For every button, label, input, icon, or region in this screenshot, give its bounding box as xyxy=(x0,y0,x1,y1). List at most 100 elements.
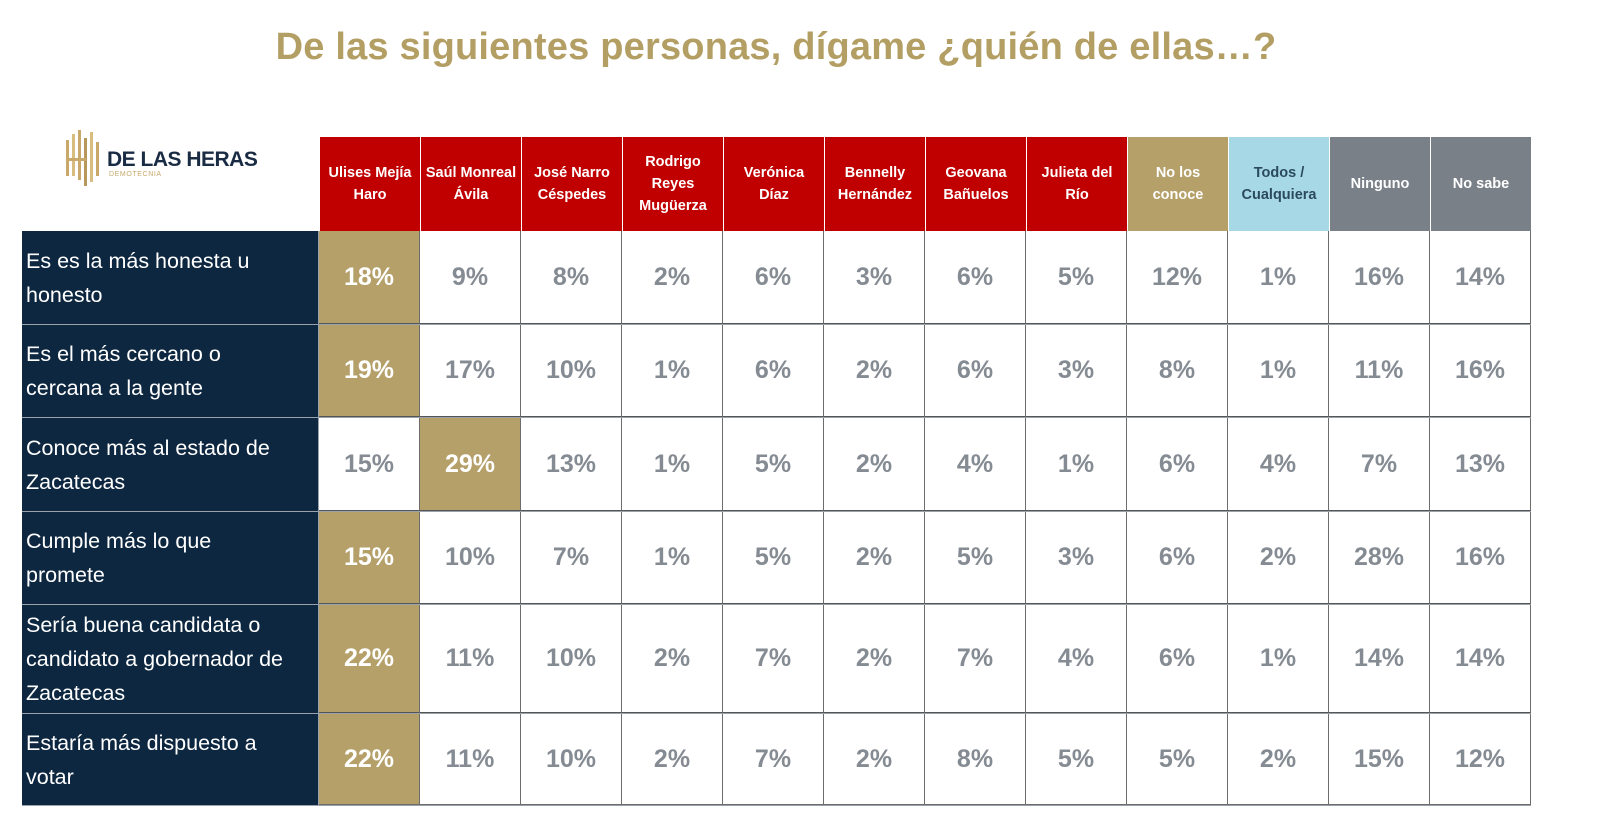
table-cell: 4% xyxy=(1026,605,1127,713)
table-cell: 10% xyxy=(420,512,521,604)
table-cell: 5% xyxy=(925,512,1026,604)
table-cell: 2% xyxy=(824,418,925,511)
page-title: De las siguientes personas, dígame ¿quié… xyxy=(275,26,1277,68)
building-columns-logo-icon xyxy=(66,130,99,186)
table-cell: 10% xyxy=(521,605,622,713)
column-header: Ninguno xyxy=(1330,137,1430,231)
table-row: Estaría más dispuesto a votar 22% 11% 10% 2%… xyxy=(22,714,1531,806)
table-cell: 15% xyxy=(319,512,420,604)
column-header-row: Ulises Mejía Haro Saúl Monreal Ávila José … xyxy=(320,137,1532,231)
table-cell: 14% xyxy=(1430,605,1531,713)
table-cell: 4% xyxy=(925,418,1026,511)
table-cell: 2% xyxy=(622,605,723,713)
table-cell: 1% xyxy=(622,512,723,604)
table-cell: 5% xyxy=(1026,714,1127,805)
logo-subtitle: DEMOTECNIA xyxy=(109,171,162,178)
column-header-label: Julieta del Río xyxy=(1041,165,1113,203)
column-header: Bennelly Hernández xyxy=(825,137,925,231)
row-label: Cumple más lo que promete xyxy=(22,512,319,604)
table-cell: 18% xyxy=(319,231,420,324)
table-cell: 11% xyxy=(420,714,521,805)
table-cell: 11% xyxy=(420,605,521,713)
table-cell: 7% xyxy=(723,714,824,805)
table-cell: 14% xyxy=(1329,605,1430,713)
column-header-label: Bennelly Hernández xyxy=(837,165,913,203)
table-cell: 9% xyxy=(420,231,521,324)
table-cell: 15% xyxy=(319,418,420,511)
table-cell: 6% xyxy=(925,231,1026,324)
column-header: Verónica Díaz xyxy=(724,137,824,231)
table-cell: 29% xyxy=(420,418,521,511)
table-cell: 6% xyxy=(1127,512,1228,604)
column-header: José Narro Céspedes xyxy=(522,137,622,231)
table-cell: 14% xyxy=(1430,231,1531,324)
table-cell: 22% xyxy=(319,714,420,805)
column-header: Todos / Cualquiera xyxy=(1229,137,1329,231)
table-cell: 6% xyxy=(1127,605,1228,713)
table-row: Sería buena candidata o candidato a gobe… xyxy=(22,605,1531,714)
table-cell: 2% xyxy=(824,325,925,417)
row-label: Conoce más al estado de Zacatecas xyxy=(22,418,319,511)
column-header-label: Saúl Monreal Ávila xyxy=(425,165,517,203)
row-label-text: Es el más cercano o cercana a la gente xyxy=(26,342,221,400)
table-cell: 2% xyxy=(824,605,925,713)
column-header: Julieta del Río xyxy=(1027,137,1127,231)
table-cell: 2% xyxy=(622,231,723,324)
table-cell: 12% xyxy=(1127,231,1228,324)
table-cell: 1% xyxy=(1228,325,1329,417)
table-cell: 13% xyxy=(521,418,622,511)
table-cell: 6% xyxy=(723,325,824,417)
column-header-label: Ninguno xyxy=(1350,176,1410,192)
table-cell: 7% xyxy=(723,605,824,713)
table-row: Cumple más lo que promete 15% 10% 7% 1% 5% 2% 5… xyxy=(22,512,1531,605)
table-cell: 22% xyxy=(319,605,420,713)
column-header-label: Ulises Mejía Haro xyxy=(328,165,412,203)
column-header-label: No sabe xyxy=(1452,176,1510,192)
row-label-text: Sería buena candidata o candidato a gobe… xyxy=(26,613,284,705)
logo: DE LAS HERAS DEMOTECNIA xyxy=(64,128,264,188)
column-header-label: José Narro Céspedes xyxy=(534,165,610,203)
table-cell: 7% xyxy=(1329,418,1430,511)
table-row: Conoce más al estado de Zacatecas 15% 29% 1… xyxy=(22,418,1531,512)
table-row: Es el más cercano o cercana a la gente 19… xyxy=(22,325,1531,418)
row-label-text: Estaría más dispuesto a votar xyxy=(26,730,257,789)
table-cell: 2% xyxy=(824,714,925,805)
table-cell: 12% xyxy=(1430,714,1531,805)
table-cell: 8% xyxy=(1127,325,1228,417)
column-header-label: No los conoce xyxy=(1152,165,1204,203)
table-row: Es es la más honesta u honesto 18% 9% 8% 2% 6… xyxy=(22,231,1531,325)
table-cell: 5% xyxy=(1127,714,1228,805)
row-label-text: Es es la más honesta u honesto xyxy=(26,248,250,307)
table-cell: 5% xyxy=(723,512,824,604)
table-cell: 16% xyxy=(1430,512,1531,604)
table-cell: 3% xyxy=(1026,325,1127,417)
table-cell: 6% xyxy=(925,325,1026,417)
row-label-text: Cumple más lo que promete xyxy=(26,529,212,587)
column-header: Saúl Monreal Ávila xyxy=(421,137,521,231)
table-cell: 1% xyxy=(622,418,723,511)
column-header: No sabe xyxy=(1431,137,1531,231)
table-cell: 8% xyxy=(521,231,622,324)
table-cell: 10% xyxy=(521,714,622,805)
column-header-label: Geovana Bañuelos xyxy=(943,165,1009,203)
table-cell: 1% xyxy=(1026,418,1127,511)
row-label: Es es la más honesta u honesto xyxy=(22,231,319,324)
data-table: Es es la más honesta u honesto 18% 9% 8% 2% 6… xyxy=(22,231,1531,806)
row-label: Sería buena candidata o candidato a gobe… xyxy=(22,605,319,713)
table-cell: 3% xyxy=(824,231,925,324)
column-header: Rodrigo Reyes Mugüerza xyxy=(623,137,723,231)
table-cell: 1% xyxy=(1228,231,1329,324)
table-cell: 19% xyxy=(319,325,420,417)
column-header: Ulises Mejía Haro xyxy=(320,137,420,231)
table-cell: 28% xyxy=(1329,512,1430,604)
logo-brand: DE LAS HERAS xyxy=(107,148,258,171)
table-cell: 2% xyxy=(622,714,723,805)
table-cell: 6% xyxy=(723,231,824,324)
row-label-text: Conoce más al estado de Zacatecas xyxy=(26,435,270,494)
table-cell: 1% xyxy=(622,325,723,417)
row-label: Es el más cercano o cercana a la gente xyxy=(22,325,319,417)
table-cell: 10% xyxy=(521,325,622,417)
column-header-label: Rodrigo Reyes Mugüerza xyxy=(639,154,707,214)
column-header: Geovana Bañuelos xyxy=(926,137,1026,231)
table-cell: 3% xyxy=(1026,512,1127,604)
